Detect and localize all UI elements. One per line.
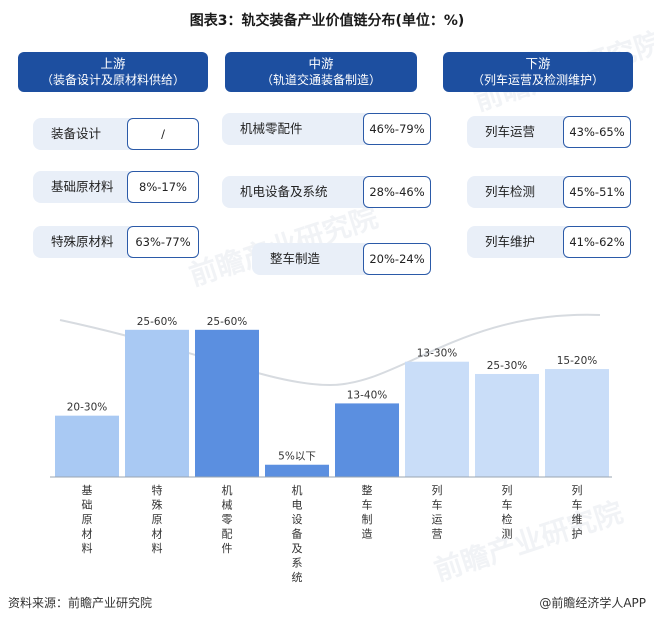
x-tick-label: 列车检测 [502, 483, 513, 541]
x-tick-label: 机械零配件 [222, 483, 233, 555]
item-label: 机械零配件 [222, 113, 372, 145]
item-label: 列车维护 [467, 226, 577, 258]
x-tick-label: 整车制造 [362, 483, 373, 541]
bar [265, 464, 329, 477]
item-label: 特殊原材料 [33, 226, 143, 258]
item-value: 45%-51% [563, 176, 631, 208]
data-label: 15-20% [557, 355, 598, 367]
item-value: / [127, 118, 199, 150]
item-value: 41%-62% [563, 226, 631, 258]
item-value: 8%-17% [127, 171, 199, 203]
data-label: 5%以下 [278, 451, 316, 463]
data-label: 13-30% [417, 348, 458, 360]
item-label: 机电设备及系统 [222, 176, 372, 208]
item-label: 基础原材料 [33, 171, 143, 203]
bar [195, 329, 259, 477]
item-label: 列车检测 [467, 176, 577, 208]
item-label: 列车运营 [467, 116, 577, 148]
x-tick-label: 特殊原材料 [152, 483, 163, 555]
x-tick-label: 机电设备及系统 [292, 483, 303, 584]
x-tick-label: 列车运营 [432, 483, 443, 541]
bar [55, 415, 119, 477]
x-tick-label: 基础原材料 [82, 484, 93, 555]
stage-desc: （装备设计及原材料供给） [40, 73, 185, 87]
stage-header-downstream: 下游 （列车运营及检测维护） [443, 52, 633, 92]
item-value: 28%-46% [363, 176, 431, 208]
bar [545, 369, 609, 477]
data-label: 25-60% [137, 316, 178, 328]
item-value: 20%-24% [363, 243, 431, 275]
stage-name: 中游 [308, 56, 334, 71]
item-value: 46%-79% [363, 113, 431, 145]
data-label: 20-30% [67, 402, 108, 414]
item-label: 装备设计 [33, 118, 143, 150]
stage-name: 上游 [100, 56, 126, 71]
data-label: 25-30% [487, 360, 528, 372]
chart-title: 图表3：轨交装备产业价值链分布(单位：%) [189, 13, 465, 29]
value-chain-bar-chart: 20-30% 25-60% 25-60% 5%以下 13-40% 13-30% 25-30%… [50, 313, 612, 584]
source-note: 资料来源：前瞻产业研究院 [8, 596, 153, 610]
bar [125, 329, 189, 477]
item-value: 43%-65% [563, 116, 631, 148]
data-label: 13-40% [347, 389, 388, 401]
stage-name: 下游 [525, 56, 551, 71]
data-label: 25-60% [207, 316, 248, 328]
brand-note: @前瞻经济学人APP [539, 596, 646, 610]
item-value: 63%-77% [127, 226, 199, 258]
bar [335, 403, 399, 477]
bar [475, 373, 539, 477]
stage-desc: （列车运营及检测维护） [471, 73, 604, 87]
stage-header-upstream: 上游 （装备设计及原材料供给） [18, 52, 208, 92]
x-tick-label: 列车维护 [572, 483, 583, 541]
bar [405, 361, 469, 477]
stage-header-midstream: 中游 （轨道交通装备制造） [225, 52, 417, 92]
item-label: 整车制造 [252, 243, 372, 275]
stage-desc: （轨道交通装备制造） [260, 73, 381, 87]
